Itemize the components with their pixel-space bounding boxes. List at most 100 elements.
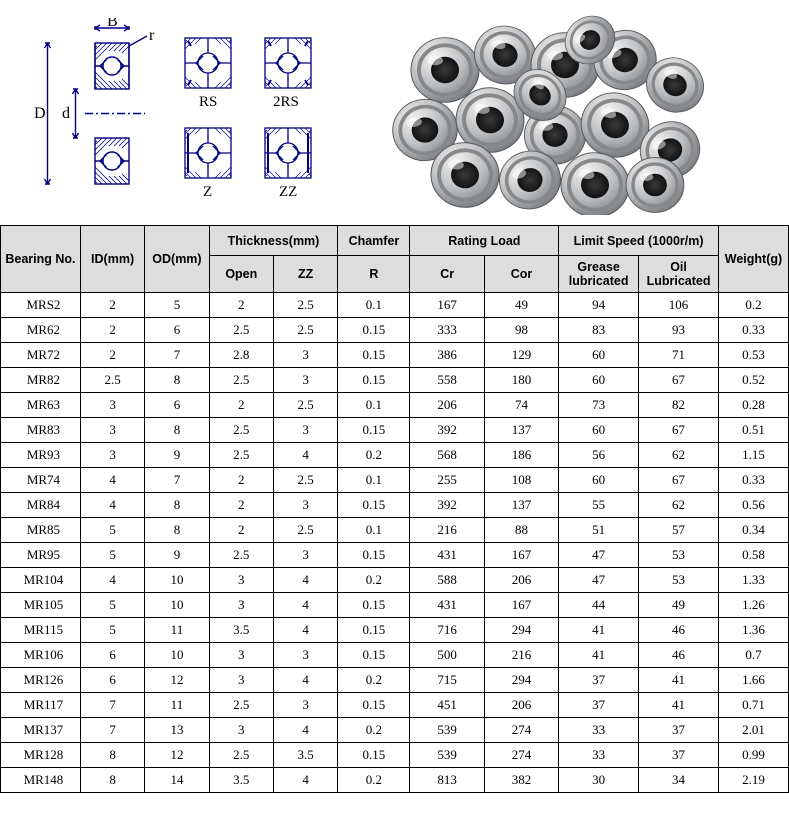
cell-wt: 1.33	[718, 568, 788, 593]
cell-cor: 167	[484, 593, 558, 618]
cell-wt: 0.33	[718, 468, 788, 493]
cell-oil: 82	[639, 393, 719, 418]
cell-grease: 47	[559, 568, 639, 593]
cell-r: 0.15	[338, 418, 410, 443]
cell-od: 14	[145, 768, 209, 793]
cell-cor: 206	[484, 693, 558, 718]
table-row: MR1288122.53.50.1553927433370.99	[1, 743, 789, 768]
cell-cr: 568	[410, 443, 484, 468]
cell-id: 3	[80, 418, 144, 443]
cell-grease: 37	[559, 668, 639, 693]
cell-od: 8	[145, 368, 209, 393]
dim-label-r: r	[149, 27, 155, 44]
cell-r: 0.15	[338, 743, 410, 768]
cell-id: 8	[80, 768, 144, 793]
table-row: MR106610330.1550021641460.7	[1, 643, 789, 668]
cell-oil: 46	[639, 618, 719, 643]
cell-r: 0.15	[338, 318, 410, 343]
dim-label-D: D	[34, 105, 46, 122]
cell-bn: MR106	[1, 643, 81, 668]
cell-bn: MR104	[1, 568, 81, 593]
cell-cr: 500	[410, 643, 484, 668]
cell-r: 0.2	[338, 443, 410, 468]
cell-bn: MR62	[1, 318, 81, 343]
table-row: MR104410340.258820647531.33	[1, 568, 789, 593]
hdr-grease: Grease lubricated	[559, 256, 639, 293]
seal-type-diagram: RS 2RS Z ZZ	[175, 18, 335, 208]
cell-id: 7	[80, 693, 144, 718]
cell-zz: 3	[273, 418, 337, 443]
cell-open: 2.5	[209, 743, 273, 768]
cell-zz: 4	[273, 568, 337, 593]
cell-zz: 3	[273, 368, 337, 393]
cell-oil: 49	[639, 593, 719, 618]
cell-bn: MR72	[1, 343, 81, 368]
cell-oil: 53	[639, 568, 719, 593]
cell-id: 6	[80, 668, 144, 693]
cell-open: 2	[209, 518, 273, 543]
cell-cor: 74	[484, 393, 558, 418]
table-body: MRS22522.50.116749941060.2MR62262.52.50.…	[1, 293, 789, 793]
cell-id: 4	[80, 468, 144, 493]
cell-bn: MR82	[1, 368, 81, 393]
cell-r: 0.2	[338, 718, 410, 743]
cell-oil: 93	[639, 318, 719, 343]
cell-open: 2	[209, 293, 273, 318]
cell-bn: MR105	[1, 593, 81, 618]
cell-wt: 0.99	[718, 743, 788, 768]
spec-table: Bearing No. ID(mm) OD(mm) Thickness(mm) …	[0, 225, 789, 793]
cell-id: 2	[80, 318, 144, 343]
cell-zz: 4	[273, 443, 337, 468]
cell-id: 5	[80, 518, 144, 543]
cell-od: 10	[145, 568, 209, 593]
technical-diagram-block: B r D d	[30, 10, 335, 208]
dim-label-d: d	[62, 105, 70, 122]
cell-id: 7	[80, 718, 144, 743]
hdr-bearing: Bearing No.	[1, 226, 81, 293]
cell-r: 0.15	[338, 543, 410, 568]
cell-cr: 588	[410, 568, 484, 593]
cell-cor: 294	[484, 618, 558, 643]
cell-oil: 67	[639, 418, 719, 443]
table-row: MR72272.830.1538612960710.53	[1, 343, 789, 368]
cell-grease: 83	[559, 318, 639, 343]
cell-grease: 44	[559, 593, 639, 618]
cell-id: 3	[80, 393, 144, 418]
cell-cor: 88	[484, 518, 558, 543]
cell-grease: 33	[559, 718, 639, 743]
cell-cor: 382	[484, 768, 558, 793]
cell-zz: 3	[273, 343, 337, 368]
hdr-thickness: Thickness(mm)	[209, 226, 338, 256]
cell-cor: 108	[484, 468, 558, 493]
table-row: MR1488143.540.281338230342.19	[1, 768, 789, 793]
cell-cr: 558	[410, 368, 484, 393]
cell-open: 2	[209, 493, 273, 518]
cell-r: 0.1	[338, 293, 410, 318]
cell-r: 0.15	[338, 493, 410, 518]
cell-grease: 33	[559, 743, 639, 768]
cell-oil: 71	[639, 343, 719, 368]
cell-zz: 3	[273, 643, 337, 668]
table-row: MR93392.540.256818656621.15	[1, 443, 789, 468]
cell-zz: 3	[273, 543, 337, 568]
cell-cr: 333	[410, 318, 484, 343]
cell-open: 3.5	[209, 768, 273, 793]
cell-cr: 216	[410, 518, 484, 543]
cell-id: 2	[80, 293, 144, 318]
cell-cr: 451	[410, 693, 484, 718]
cell-wt: 0.52	[718, 368, 788, 393]
cell-r: 0.1	[338, 393, 410, 418]
cell-bn: MR85	[1, 518, 81, 543]
cell-r: 0.15	[338, 618, 410, 643]
cell-cor: 98	[484, 318, 558, 343]
cell-r: 0.15	[338, 368, 410, 393]
cell-cr: 716	[410, 618, 484, 643]
hdr-r: R	[338, 256, 410, 293]
cell-cr: 715	[410, 668, 484, 693]
cell-oil: 37	[639, 743, 719, 768]
hdr-chamfer: Chamfer	[338, 226, 410, 256]
cell-bn: MR117	[1, 693, 81, 718]
table-row: MRS22522.50.116749941060.2	[1, 293, 789, 318]
cell-open: 3	[209, 718, 273, 743]
cell-r: 0.15	[338, 643, 410, 668]
